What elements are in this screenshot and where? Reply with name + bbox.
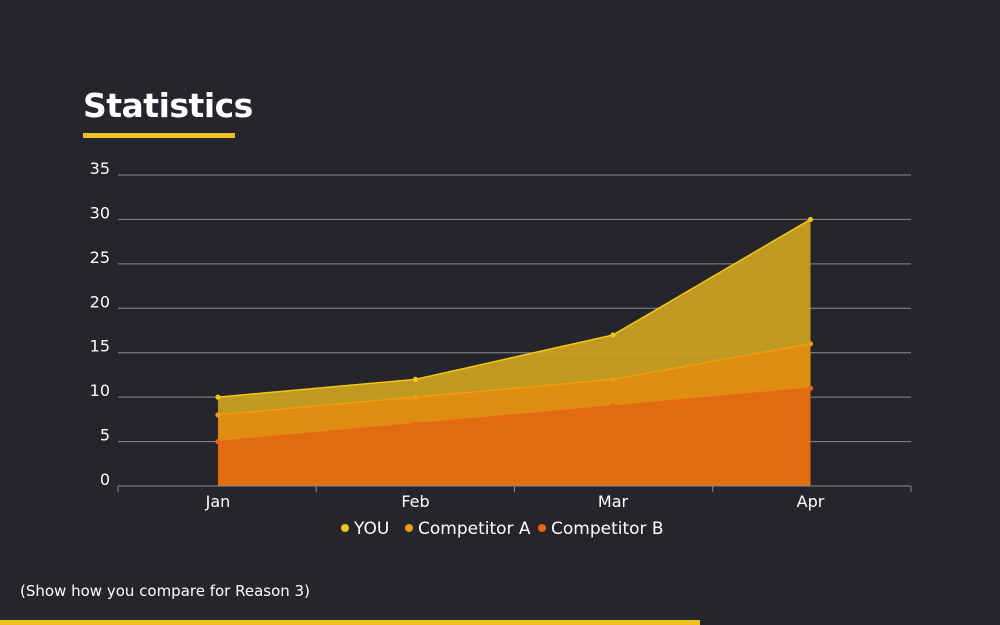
- y-tick-label: 5: [100, 426, 110, 445]
- y-tick-label: 0: [100, 470, 110, 489]
- data-point: [807, 341, 814, 347]
- y-tick-label: 15: [90, 337, 110, 356]
- legend-swatch: [538, 524, 546, 532]
- data-point: [610, 332, 616, 338]
- caption-text: (Show how you compare for Reason 3): [20, 582, 310, 600]
- data-point: [215, 438, 221, 445]
- title-underline: [83, 133, 235, 138]
- data-point: [215, 412, 221, 418]
- data-point: [412, 394, 419, 400]
- data-point: [807, 385, 814, 391]
- x-axis-tick-labels: Jan Feb Mar Apr: [205, 492, 825, 511]
- page-title: Statistics: [83, 86, 253, 125]
- legend-swatch: [341, 524, 349, 532]
- y-tick-label: 35: [90, 159, 110, 178]
- y-tick-label: 10: [90, 381, 110, 400]
- data-point: [412, 376, 419, 382]
- x-tick-label: Mar: [598, 492, 629, 511]
- legend-label: Competitor A: [418, 519, 531, 539]
- line-competitor-a: [217, 343, 811, 416]
- data-point: [215, 394, 221, 400]
- data-point: [807, 216, 814, 223]
- x-tick-label: Jan: [205, 492, 231, 511]
- y-tick-label: 25: [90, 248, 110, 267]
- area-chart: 0 5 10 15 20 25 30 35 Jan Feb Mar Apr YOU Competito…: [90, 159, 912, 539]
- data-point: [610, 403, 616, 409]
- legend-label: Competitor B: [551, 519, 664, 539]
- y-tick-label: 30: [90, 203, 110, 222]
- legend: YOU Competitor A Competitor B: [341, 519, 664, 539]
- series-areas: [217, 218, 811, 486]
- area-competitor-b: [218, 388, 811, 486]
- legend-label: YOU: [353, 519, 389, 539]
- x-tick-label: Apr: [797, 492, 825, 511]
- data-point: [610, 376, 616, 382]
- series-points: [215, 216, 814, 445]
- legend-swatch: [405, 524, 413, 532]
- data-point: [412, 421, 419, 427]
- x-axis: [117, 485, 912, 492]
- line-competitor-b: [217, 387, 811, 443]
- line-you: [217, 218, 811, 398]
- y-tick-label: 20: [90, 292, 110, 311]
- y-axis-tick-labels: 0 5 10 15 20 25 30 35: [90, 159, 110, 489]
- footer-accent-bar: [0, 620, 700, 625]
- x-tick-label: Feb: [401, 492, 429, 511]
